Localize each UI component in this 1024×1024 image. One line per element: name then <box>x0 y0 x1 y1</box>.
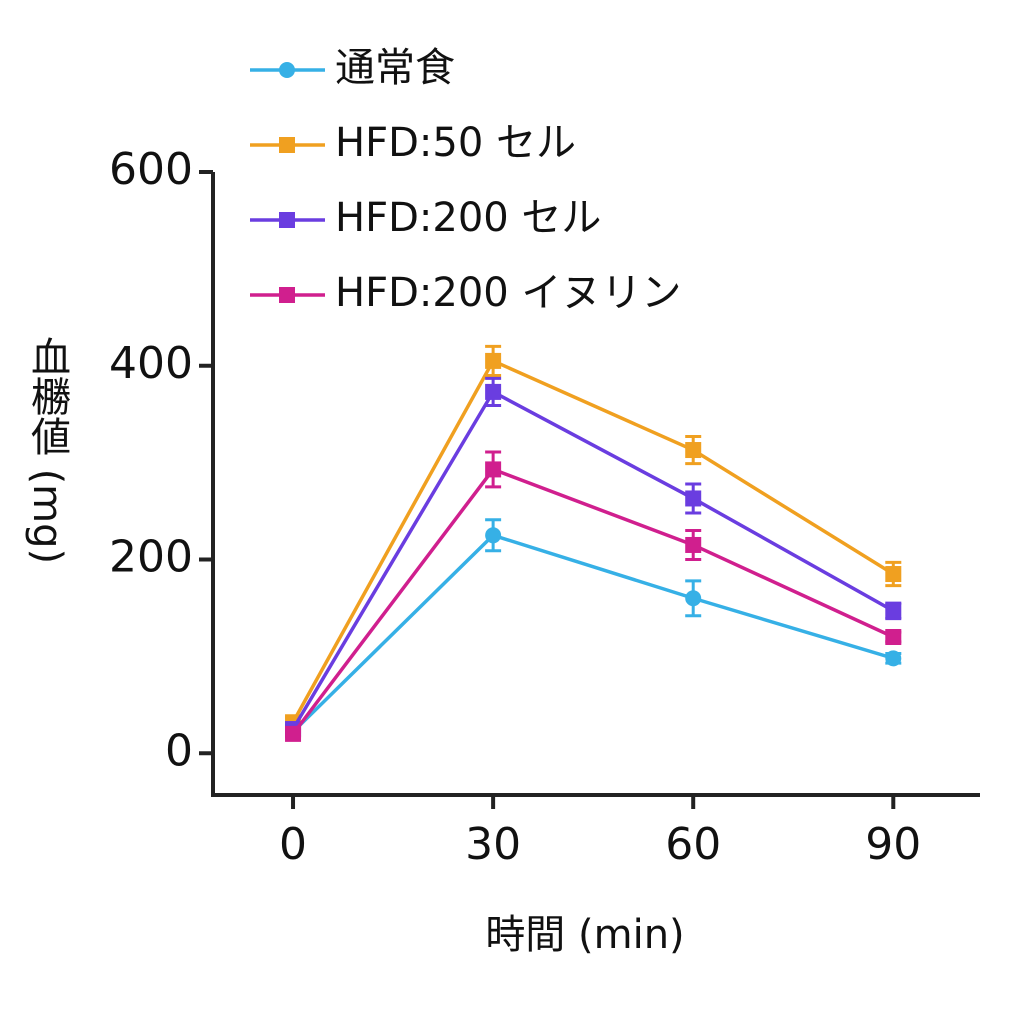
marker <box>285 725 302 742</box>
y-axis-label: 血橳値 (mg) <box>24 336 71 564</box>
legend-marker <box>279 287 295 303</box>
y-tick-label: 200 <box>109 532 193 583</box>
x-axis-label: 時間 (min) <box>485 912 684 958</box>
series-line <box>291 358 895 724</box>
marker <box>685 442 702 459</box>
legend-label: 通常食 <box>335 45 455 91</box>
legend-label: HFD:200 イヌリン <box>335 270 681 316</box>
marker <box>885 650 902 667</box>
marker <box>485 461 502 478</box>
legend-marker <box>279 62 295 78</box>
marker <box>885 602 902 619</box>
legend-label: HFD:50 セル <box>335 120 576 166</box>
marker <box>685 490 702 507</box>
marker <box>685 590 702 607</box>
marker <box>885 629 902 645</box>
x-tick-label: 90 <box>865 819 921 870</box>
marker <box>485 383 502 400</box>
x-tick-label: 30 <box>465 819 521 870</box>
legend-marker <box>279 212 295 228</box>
y-tick-label: 400 <box>109 338 193 389</box>
marker <box>685 536 702 553</box>
legend-label: HFD:200 セル <box>335 195 601 241</box>
marker <box>485 352 502 369</box>
series-line <box>291 533 894 734</box>
x-tick-label: 60 <box>665 819 721 870</box>
marker <box>485 527 502 544</box>
y-tick-label: 0 <box>165 725 193 776</box>
series-line <box>291 389 895 730</box>
y-tick-label: 600 <box>109 144 193 195</box>
x-tick-label: 0 <box>279 819 307 870</box>
series-line <box>291 467 895 735</box>
legend-marker <box>279 137 295 153</box>
marker <box>885 566 902 583</box>
